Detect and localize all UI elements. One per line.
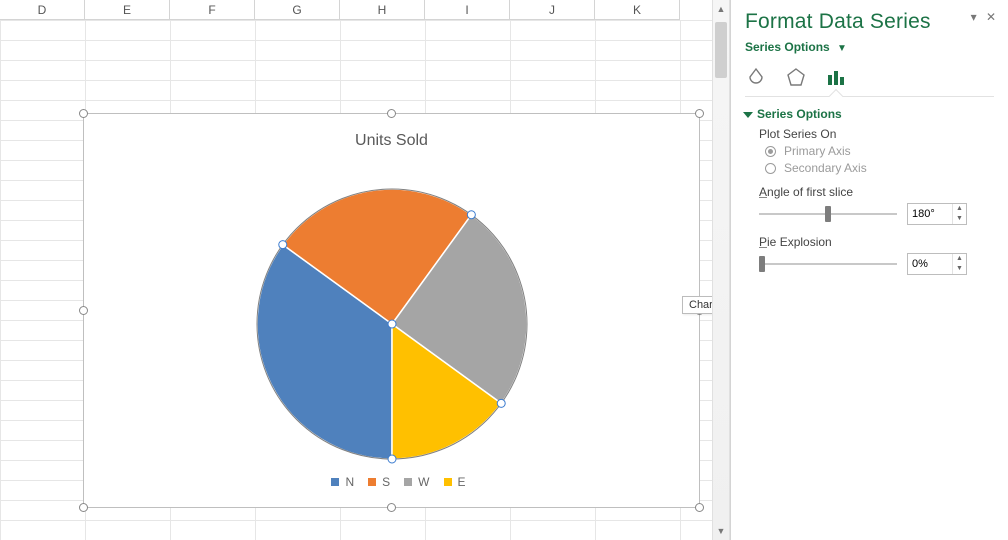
col-I[interactable]: I [425, 0, 510, 20]
angle-first-slice-slider[interactable] [759, 204, 897, 224]
angle-first-slice-input[interactable] [908, 207, 948, 221]
resize-handle-nw[interactable] [79, 109, 88, 118]
pie-explosion-input[interactable] [908, 257, 948, 271]
series-options-section-header[interactable]: Series Options [745, 107, 994, 121]
vertical-scrollbar[interactable]: ▲ ▼ [712, 0, 730, 540]
scroll-down-arrow[interactable]: ▼ [713, 522, 729, 540]
series-selection-handle[interactable] [388, 455, 396, 463]
chart-title[interactable]: Units Sold [84, 132, 699, 150]
pie-explosion-spinner[interactable]: ▲▼ [907, 253, 967, 275]
legend-swatch-W[interactable] [404, 478, 412, 486]
resize-handle-ne[interactable] [695, 109, 704, 118]
col-G[interactable]: G [255, 0, 340, 20]
spinner-down-icon[interactable]: ▼ [953, 264, 966, 274]
section-header-label: Series Options [757, 107, 842, 121]
series-selection-handle[interactable] [388, 320, 396, 328]
primary-axis-radio: Primary Axis [765, 144, 994, 158]
pie-plot-area[interactable] [84, 179, 699, 469]
chart-object[interactable]: Units Sold N S W E [83, 113, 700, 508]
col-D[interactable]: D [0, 0, 85, 20]
pane-category-tabs [745, 66, 994, 88]
radio-icon [765, 163, 776, 174]
resize-handle-n[interactable] [387, 109, 396, 118]
radio-icon [765, 146, 776, 157]
resize-handle-sw[interactable] [79, 503, 88, 512]
scroll-thumb[interactable] [715, 22, 727, 78]
spinner-down-icon[interactable]: ▼ [953, 214, 966, 224]
col-E[interactable]: E [85, 0, 170, 20]
col-H[interactable]: H [340, 0, 425, 20]
legend-label-S[interactable]: S [382, 475, 390, 489]
secondary-axis-label: Secondary Axis [784, 161, 867, 175]
legend-swatch-N[interactable] [331, 478, 339, 486]
fill-line-tab[interactable] [745, 66, 767, 88]
resize-handle-w[interactable] [79, 306, 88, 315]
secondary-axis-radio: Secondary Axis [765, 161, 994, 175]
collapse-triangle-icon [743, 112, 753, 118]
spinner-up-icon[interactable]: ▲ [953, 254, 966, 264]
plot-series-on-label: Plot Series On [759, 127, 994, 141]
resize-handle-se[interactable] [695, 503, 704, 512]
pane-title: Format Data Series [745, 10, 994, 34]
pie-explosion-slider[interactable] [759, 254, 897, 274]
legend-label-E[interactable]: E [458, 475, 466, 489]
series-selection-handle[interactable] [278, 241, 286, 249]
series-selection-handle[interactable] [497, 399, 505, 407]
primary-axis-label: Primary Axis [784, 144, 851, 158]
series-options-tab[interactable] [825, 66, 847, 88]
pane-dropdown-icon[interactable]: ▾ [971, 10, 977, 24]
angle-first-slice-label: Angle of first slice [759, 185, 994, 199]
legend-label-N[interactable]: N [345, 475, 354, 489]
col-K[interactable]: K [595, 0, 680, 20]
series-options-label: Series Options [745, 40, 830, 54]
col-J[interactable]: J [510, 0, 595, 20]
format-data-series-pane: ▾ ✕ Format Data Series Series Options ▼ … [730, 0, 1008, 540]
chart-legend[interactable]: NSWE [84, 474, 699, 489]
pie-explosion-label: Pie Explosion [759, 235, 994, 249]
resize-handle-s[interactable] [387, 503, 396, 512]
col-F[interactable]: F [170, 0, 255, 20]
pane-close-icon[interactable]: ✕ [986, 10, 996, 24]
spinner-up-icon[interactable]: ▲ [953, 204, 966, 214]
effects-tab[interactable] [785, 66, 807, 88]
legend-label-W[interactable]: W [418, 475, 429, 489]
series-options-dropdown[interactable]: Series Options ▼ [745, 40, 994, 54]
chevron-down-icon: ▼ [837, 43, 847, 54]
scroll-up-arrow[interactable]: ▲ [713, 0, 729, 18]
legend-swatch-S[interactable] [368, 478, 376, 486]
column-header-row: D E F G H I J K [0, 0, 680, 20]
series-selection-handle[interactable] [467, 211, 475, 219]
legend-swatch-E[interactable] [444, 478, 452, 486]
angle-first-slice-spinner[interactable]: ▲▼ [907, 203, 967, 225]
